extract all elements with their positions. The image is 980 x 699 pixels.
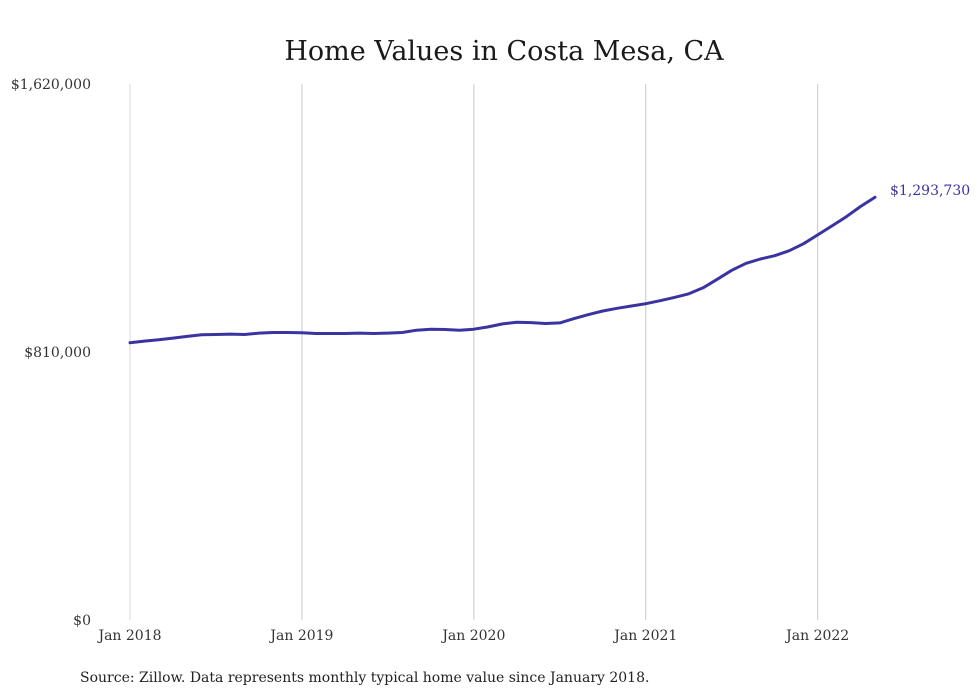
y-axis: $0 $810,000 $1,620,000 <box>11 77 131 629</box>
last-value-label: $1,293,730 <box>890 183 970 199</box>
x-tick-label: Jan 2018 <box>96 628 161 644</box>
y-tick-label: $1,620,000 <box>11 77 91 93</box>
x-tick-label: Jan 2021 <box>612 628 677 644</box>
x-tick-label: Jan 2020 <box>440 628 505 644</box>
x-tick-label: Jan 2019 <box>268 628 333 644</box>
x-tick-label: Jan 2022 <box>784 628 849 644</box>
x-axis: Jan 2018 Jan 2019 Jan 2020 Jan 2021 Jan 2022 <box>96 628 849 644</box>
series-line <box>128 195 877 345</box>
source-note: Source: Zillow. Data represents monthly … <box>80 670 649 686</box>
y-tick-label: $0 <box>73 613 91 629</box>
y-tick-label: $810,000 <box>24 345 91 361</box>
series-layer <box>128 195 877 345</box>
gridlines <box>129 84 819 620</box>
chart-title: Home Values in Costa Mesa, CA <box>284 36 724 67</box>
